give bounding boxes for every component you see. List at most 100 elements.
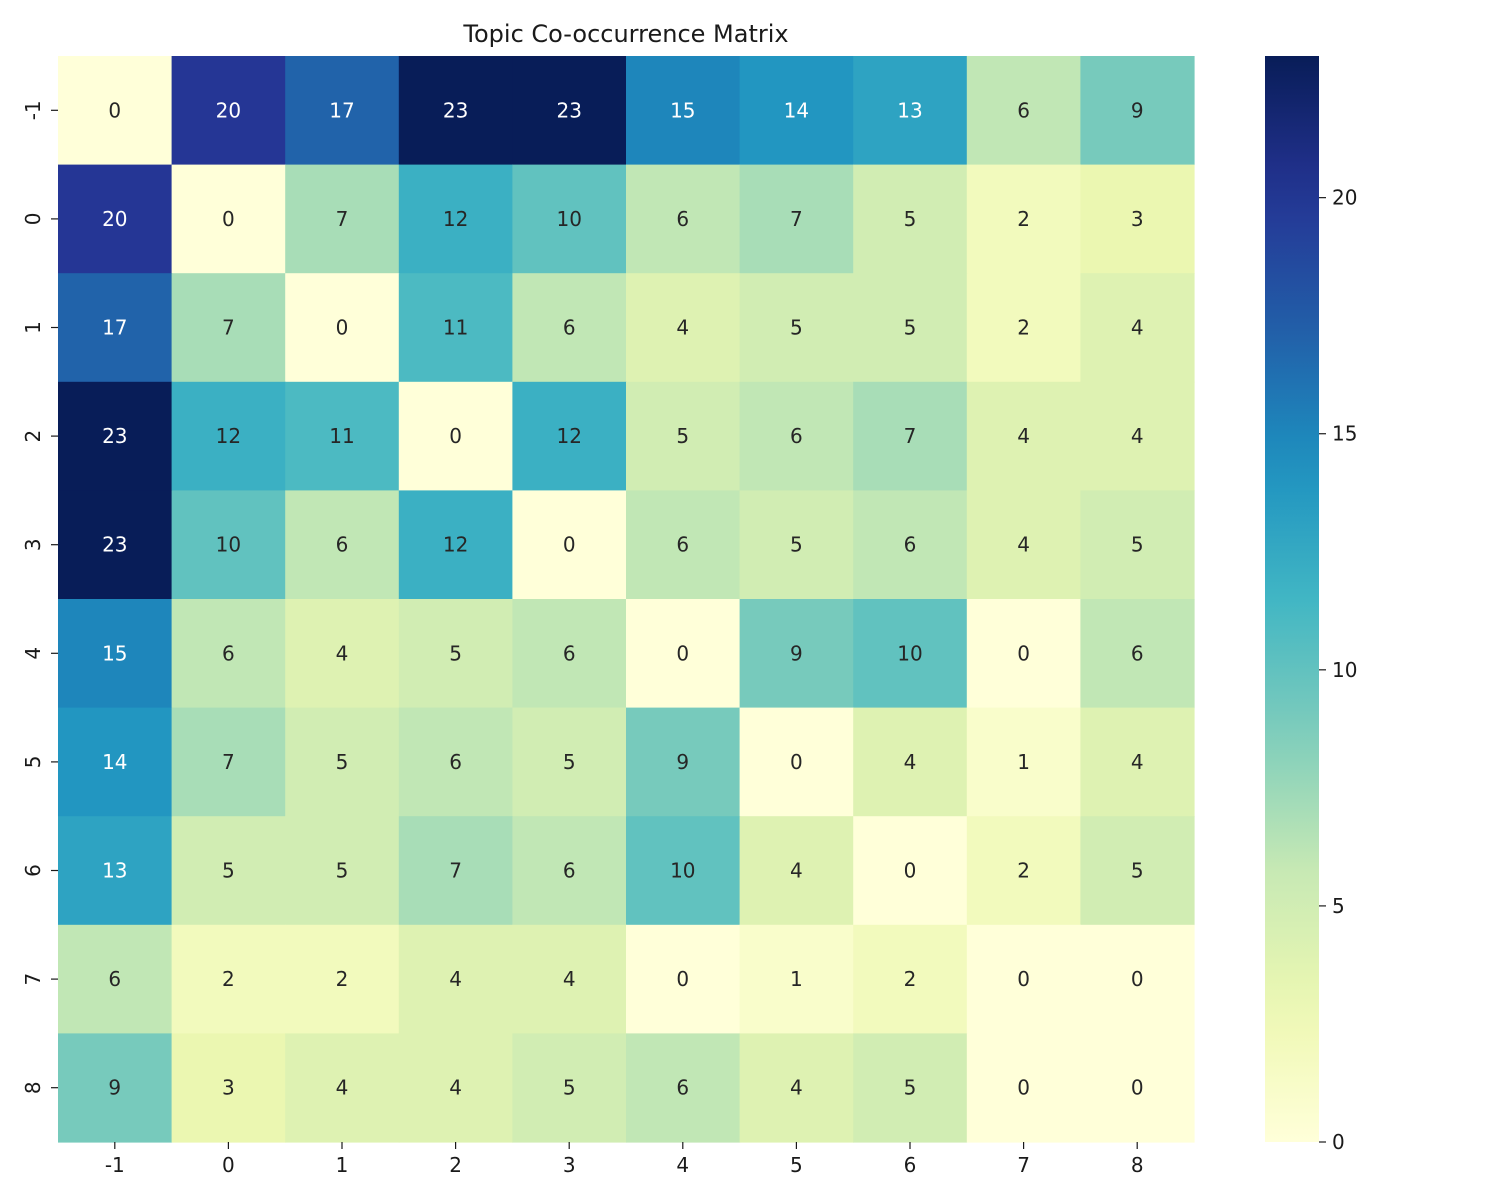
cell-value-label: 6 (563, 641, 576, 665)
heatmap-cell (58, 56, 173, 166)
y-tick-label: 3 (21, 538, 45, 551)
heatmap-cell (58, 164, 173, 274)
cell-value-label: 0 (563, 533, 576, 557)
heatmap-cell (171, 924, 286, 1034)
cell-value-label: 6 (676, 207, 689, 231)
heatmap-cell (398, 1033, 513, 1143)
heatmap-cell (398, 490, 513, 600)
heatmap-cell (626, 1033, 741, 1143)
cell-value-label: 23 (102, 533, 127, 557)
heatmap-cell (1080, 924, 1195, 1034)
cell-value-label: 5 (904, 1076, 917, 1100)
cell-value-label: 7 (904, 424, 917, 448)
cell-value-label: 0 (676, 967, 689, 991)
cell-value-label: 10 (216, 533, 241, 557)
heatmap-cell (853, 56, 968, 166)
cell-value-label: 14 (102, 750, 127, 774)
y-tick-label: 7 (21, 973, 45, 986)
heatmap-cell (285, 707, 400, 817)
y-axis: -1 0 1 2 3 4 5 6 7 8 (21, 100, 58, 1094)
cell-value-label: 10 (670, 859, 695, 883)
cell-value-label: 10 (897, 641, 922, 665)
x-tick-label: 8 (1131, 1153, 1144, 1177)
heatmap-cell (966, 924, 1081, 1034)
cell-value-label: 6 (904, 533, 917, 557)
cell-value-label: 1 (790, 967, 803, 991)
cell-value-label: 17 (329, 98, 354, 122)
heatmap-cell (398, 924, 513, 1034)
heatmap-cell (1080, 599, 1195, 709)
cell-value-label: 0 (904, 859, 917, 883)
cell-value-label: 3 (222, 1076, 235, 1100)
heatmap-cell (398, 816, 513, 926)
heatmap-cell (1080, 56, 1195, 166)
cell-value-label: 12 (216, 424, 241, 448)
cell-value-label: 17 (102, 316, 127, 340)
cell-value-label: 6 (790, 424, 803, 448)
colorbar-tick-label: 20 (1332, 186, 1357, 210)
cell-value-label: 6 (563, 859, 576, 883)
heatmap-cell (512, 56, 627, 166)
x-tick-label: 4 (676, 1153, 689, 1177)
colorbar-tick-label: 0 (1332, 1130, 1345, 1154)
cell-value-label: 6 (676, 533, 689, 557)
cell-value-label: 6 (449, 750, 462, 774)
x-tick-label: 0 (222, 1153, 235, 1177)
heatmap-cell (398, 56, 513, 166)
chart-title: Topic Co-occurrence Matrix (462, 20, 788, 48)
heatmap-cell (853, 1033, 968, 1143)
cell-value-label: 6 (336, 533, 349, 557)
heatmap-cell (171, 164, 286, 274)
x-tick-label: 7 (1017, 1153, 1030, 1177)
heatmap-cell (966, 599, 1081, 709)
cell-value-label: 0 (1017, 967, 1030, 991)
cell-value-label: 4 (676, 316, 689, 340)
colorbar-tick-label: 10 (1332, 658, 1357, 682)
heatmap-cell (966, 490, 1081, 600)
cell-value-label: 2 (336, 967, 349, 991)
heatmap-cell (739, 599, 854, 709)
heatmap-cell (853, 707, 968, 817)
cell-value-label: 23 (443, 98, 468, 122)
heatmap-cell (398, 381, 513, 491)
cell-value-label: 0 (1131, 1076, 1144, 1100)
cell-value-label: 4 (904, 750, 917, 774)
cell-value-label: 2 (222, 967, 235, 991)
heatmap-cell (512, 599, 627, 709)
cell-value-label: 0 (1017, 1076, 1030, 1100)
cell-value-label: 15 (670, 98, 695, 122)
cell-value-label: 11 (443, 316, 468, 340)
heatmap-cell (853, 164, 968, 274)
heatmap-cell (512, 273, 627, 383)
heatmap-cell (626, 56, 741, 166)
heatmap-cell (512, 490, 627, 600)
y-tick-label: 0 (21, 213, 45, 226)
heatmap-cell (739, 164, 854, 274)
colorbar-tick-label: 15 (1332, 422, 1357, 446)
heatmap-cell (398, 707, 513, 817)
heatmap-cell (853, 924, 968, 1034)
colorbar-tick-label: 5 (1332, 894, 1345, 918)
cell-value-label: 13 (897, 98, 922, 122)
x-tick-label: 3 (563, 1153, 576, 1177)
cell-value-label: 13 (102, 859, 127, 883)
heatmap-cell (58, 707, 173, 817)
cell-value-label: 9 (1131, 98, 1144, 122)
cell-value-label: 7 (222, 750, 235, 774)
cell-value-label: 0 (108, 98, 121, 122)
heatmap-cell (398, 164, 513, 274)
cell-value-label: 4 (1131, 424, 1144, 448)
cell-value-label: 4 (790, 859, 803, 883)
heatmap-cell (739, 924, 854, 1034)
heatmap-cell (171, 599, 286, 709)
heatmap-cell (626, 816, 741, 926)
cell-value-label: 20 (102, 207, 127, 231)
heatmap-cell (58, 924, 173, 1034)
cell-value-label: 12 (556, 424, 581, 448)
cell-value-label: 14 (784, 98, 809, 122)
heatmap-cell (285, 164, 400, 274)
heatmap-cell (626, 599, 741, 709)
heatmap-cell (853, 599, 968, 709)
colorbar-axis: 0 5 10 15 20 (1319, 186, 1357, 1154)
cell-value-label: 23 (556, 98, 581, 122)
